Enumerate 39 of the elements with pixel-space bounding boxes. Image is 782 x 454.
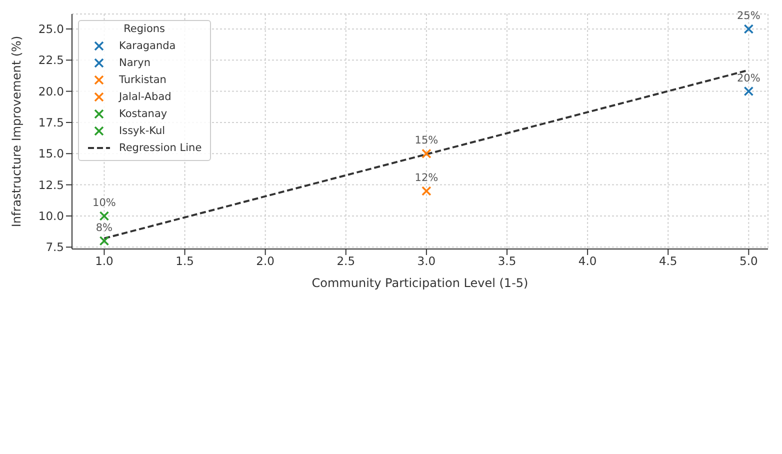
x-tick-label: 3.5: [498, 254, 516, 268]
legend-label: Issyk-Kul: [119, 124, 166, 136]
y-tick-label: 25.0: [38, 22, 64, 36]
data-label: 15%: [414, 134, 438, 147]
legend-label: Karaganda: [119, 40, 176, 52]
legend-label: Naryn: [119, 56, 150, 68]
point: [422, 186, 432, 196]
point: [99, 211, 110, 221]
point: [99, 236, 110, 246]
x-tick-label: 3.0: [417, 254, 436, 268]
data-label: 12%: [414, 172, 438, 184]
x-tick-label: 2.5: [336, 254, 356, 268]
point: [744, 86, 754, 96]
y-tick-label: 22.5: [38, 53, 64, 68]
y-tick-label: 15.0: [38, 146, 64, 161]
data-label: 25%: [736, 10, 760, 22]
x-tick-label: 4.5: [658, 254, 678, 268]
y-tick-label: 20.0: [38, 84, 64, 98]
legend-label: Turkistan: [119, 74, 166, 86]
data-label: 8%: [96, 222, 113, 234]
x-axis-title: Community Participation Level (1-5): [312, 276, 528, 290]
x-tick-label: 1.5: [176, 254, 194, 268]
legend-title: Regions: [122, 23, 166, 35]
legend-label: Jalal-Abad: [119, 90, 172, 102]
y-axis-title: Infrastructure Improvement (%): [9, 36, 24, 228]
y-tick-label: 17.5: [38, 116, 64, 130]
y-tick-label: 10.0: [38, 209, 64, 224]
data-label: 10%: [92, 196, 116, 209]
y-tick-label: 7.5: [46, 240, 64, 254]
x-tick-label: 5.0: [740, 254, 758, 268]
data-label: 20%: [736, 72, 760, 84]
x-tick-label: 4.0: [578, 254, 597, 268]
point: [744, 24, 754, 34]
legend-label: Kostanay: [119, 108, 168, 120]
x-tick-label: 2.0: [256, 254, 274, 268]
x-tick-label: 1.0: [95, 254, 114, 268]
point: [422, 148, 432, 159]
y-tick-label: 12.5: [38, 178, 64, 192]
legend-label: Regression Line: [119, 142, 202, 154]
